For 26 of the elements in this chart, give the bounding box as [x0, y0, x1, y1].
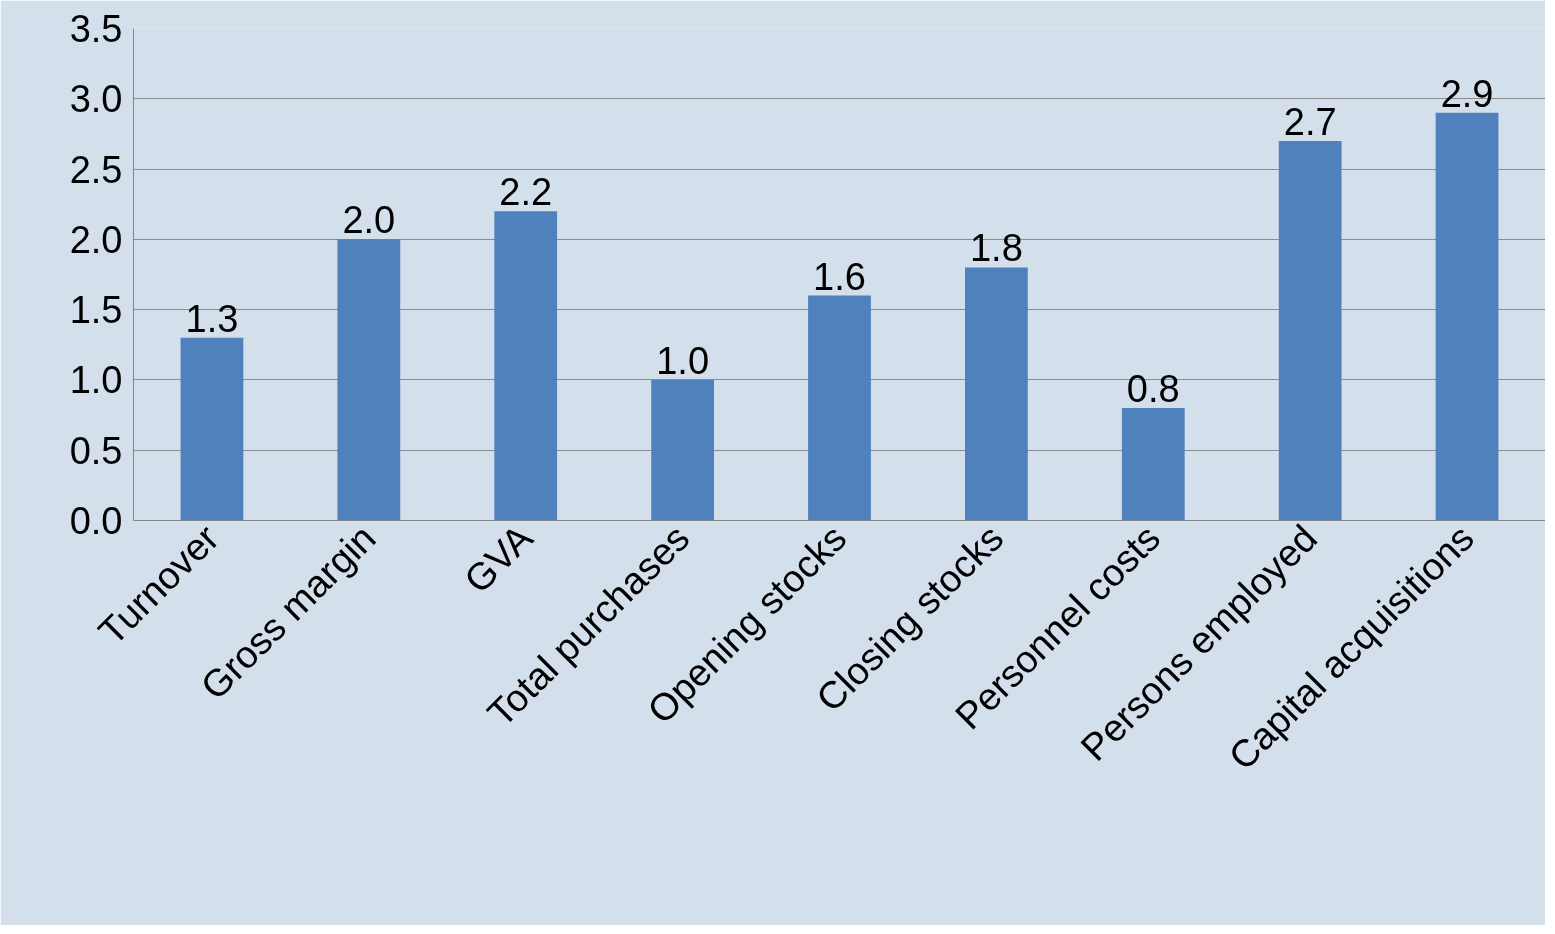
data-label: 1.0: [656, 339, 710, 382]
data-label: 2.9: [1440, 72, 1494, 115]
data-label: 1.8: [969, 227, 1023, 270]
data-label: 2.2: [499, 171, 553, 214]
y-tick-label: 3.0: [69, 78, 123, 121]
bar: [808, 295, 871, 521]
bar: [494, 211, 558, 521]
x-tick-label: GVA: [456, 516, 542, 602]
data-label: 0.8: [1126, 368, 1180, 411]
bar: [1121, 408, 1185, 521]
bar: [180, 337, 244, 521]
y-tick-label: 2.0: [69, 218, 123, 261]
bar: [1278, 140, 1342, 521]
data-label: 1.6: [813, 255, 866, 298]
y-tick-label: 1.5: [69, 289, 123, 332]
y-tick-label: 1.0: [69, 359, 123, 402]
bar: [965, 267, 1028, 521]
data-label: 2.7: [1283, 100, 1337, 143]
bar: [651, 379, 714, 521]
y-tick-label: 2.5: [69, 148, 123, 191]
y-tick-label: 3.5: [69, 8, 123, 50]
y-tick-label: 0.5: [69, 429, 123, 472]
data-label: 1.3: [185, 297, 239, 340]
bar: [337, 239, 401, 521]
data-label: 2.0: [342, 199, 396, 242]
bar: [1435, 112, 1499, 521]
